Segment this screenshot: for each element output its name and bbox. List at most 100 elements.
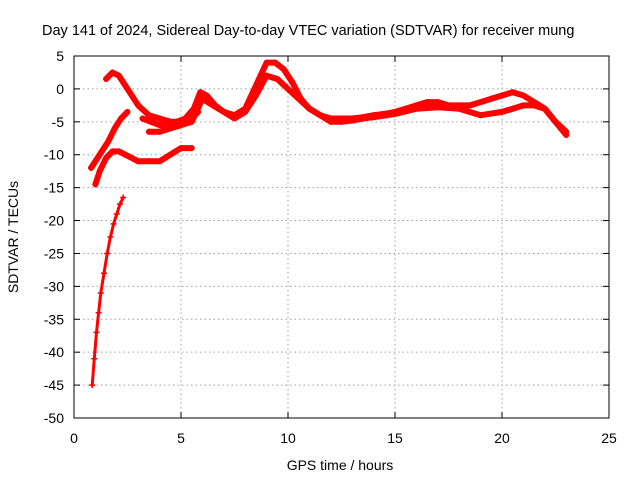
data-point-marker bbox=[509, 89, 516, 96]
data-point-marker bbox=[89, 382, 96, 389]
data-point-marker bbox=[203, 92, 210, 99]
data-point-marker bbox=[466, 102, 473, 109]
tick-layer: 0 5 10 15 20 25 5 0 -5 -10 -15 -20 -25 -30 -35 -40 -45 -5… bbox=[44, 48, 617, 446]
data-point-marker bbox=[113, 210, 120, 217]
x-tick-label: 0 bbox=[70, 430, 78, 446]
data-point-marker bbox=[370, 114, 377, 121]
data-point-marker bbox=[541, 105, 548, 112]
x-tick-label: 25 bbox=[601, 430, 617, 446]
y-tick-label: -50 bbox=[44, 410, 64, 426]
data-point-marker bbox=[156, 128, 163, 135]
data-point-marker bbox=[509, 105, 516, 112]
y-tick-label: -15 bbox=[44, 180, 64, 196]
data-point-marker bbox=[118, 115, 125, 122]
data-point-marker bbox=[110, 220, 117, 227]
data-point-marker bbox=[167, 151, 174, 158]
series-track-a bbox=[103, 69, 202, 125]
data-point-marker bbox=[349, 117, 356, 124]
data-point-marker bbox=[531, 102, 538, 109]
data-point-marker bbox=[499, 108, 505, 115]
x-axis-title: GPS time / hours bbox=[287, 457, 394, 473]
data-point-marker bbox=[359, 115, 366, 122]
data-point-marker bbox=[145, 112, 152, 119]
data-point-marker bbox=[413, 105, 420, 112]
y-tick-label: -45 bbox=[44, 377, 64, 393]
data-point-marker bbox=[117, 201, 124, 208]
data-point-marker bbox=[274, 76, 281, 83]
data-point-marker bbox=[499, 92, 505, 99]
grid-layer bbox=[74, 56, 609, 418]
data-point-marker bbox=[111, 125, 118, 132]
data-point-marker bbox=[434, 99, 441, 106]
data-point-marker bbox=[424, 99, 431, 106]
data-point-marker bbox=[477, 112, 484, 119]
data-point-marker bbox=[317, 112, 324, 119]
data-point-marker bbox=[96, 168, 103, 175]
data-point-marker bbox=[98, 148, 105, 155]
data-point-marker bbox=[156, 158, 163, 165]
data-point-marker bbox=[156, 115, 163, 122]
data-point-marker bbox=[107, 234, 114, 240]
y-tick-label: -5 bbox=[52, 114, 65, 130]
y-tick-label: 0 bbox=[56, 81, 64, 97]
data-point-marker bbox=[145, 128, 152, 135]
series-layer bbox=[88, 59, 570, 389]
data-point-marker bbox=[552, 118, 559, 125]
data-point-marker bbox=[148, 118, 155, 125]
y-tick-label: 5 bbox=[56, 48, 64, 64]
data-point-marker bbox=[103, 76, 110, 83]
data-point-marker bbox=[135, 102, 142, 109]
series-track-f bbox=[90, 196, 125, 387]
x-tick-label: 20 bbox=[494, 430, 510, 446]
data-point-marker bbox=[92, 158, 99, 165]
data-point-marker bbox=[231, 115, 238, 122]
data-point-marker bbox=[295, 95, 302, 102]
data-point-marker bbox=[120, 194, 127, 201]
data-point-marker bbox=[263, 72, 270, 79]
data-point-marker bbox=[91, 355, 98, 362]
data-point-marker bbox=[97, 289, 104, 296]
data-point-marker bbox=[124, 108, 131, 115]
data-point-marker bbox=[139, 115, 146, 122]
x-tick-label: 15 bbox=[387, 430, 403, 446]
data-point-marker bbox=[520, 102, 527, 109]
data-point-marker bbox=[199, 95, 206, 102]
y-tick-label: -25 bbox=[44, 245, 64, 261]
data-point-marker bbox=[392, 110, 398, 117]
y-tick-label: -35 bbox=[44, 311, 64, 327]
data-point-marker bbox=[182, 115, 189, 122]
data-point-marker bbox=[178, 122, 184, 129]
data-point-marker bbox=[109, 69, 116, 76]
data-point-marker bbox=[188, 145, 195, 152]
data-point-marker bbox=[145, 158, 152, 165]
data-point-marker bbox=[456, 105, 463, 112]
data-point-marker bbox=[242, 108, 249, 115]
data-point-marker bbox=[115, 148, 122, 155]
data-point-marker bbox=[92, 181, 99, 188]
y-tick-label: -20 bbox=[44, 213, 64, 229]
data-point-marker bbox=[124, 85, 131, 92]
data-point-marker bbox=[105, 138, 112, 145]
data-point-marker bbox=[289, 79, 296, 86]
data-point-marker bbox=[88, 164, 95, 171]
data-point-marker bbox=[306, 105, 313, 112]
data-point-marker bbox=[272, 59, 279, 66]
data-point-marker bbox=[197, 89, 204, 96]
data-point-marker bbox=[115, 72, 122, 79]
data-point-marker bbox=[520, 92, 527, 99]
plot-frame bbox=[73, 55, 610, 419]
data-point-marker bbox=[252, 92, 259, 99]
y-axis-title: SDTVAR / TECUs bbox=[5, 181, 21, 293]
data-point-marker bbox=[285, 85, 291, 92]
data-point-marker bbox=[122, 151, 129, 158]
data-point-marker bbox=[93, 329, 100, 336]
data-point-marker bbox=[156, 122, 163, 129]
series-track-d bbox=[88, 108, 131, 171]
data-point-marker bbox=[563, 128, 570, 135]
data-point-marker bbox=[95, 309, 102, 316]
data-point-marker bbox=[103, 155, 110, 162]
data-point-marker bbox=[327, 118, 334, 125]
data-point-marker bbox=[280, 66, 287, 73]
data-point-marker bbox=[104, 250, 111, 257]
data-point-marker bbox=[338, 118, 345, 125]
